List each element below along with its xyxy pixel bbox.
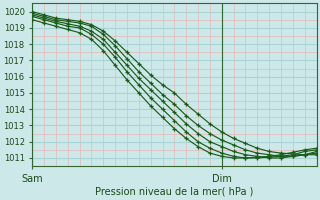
X-axis label: Pression niveau de la mer( hPa ): Pression niveau de la mer( hPa ) [95, 187, 253, 197]
